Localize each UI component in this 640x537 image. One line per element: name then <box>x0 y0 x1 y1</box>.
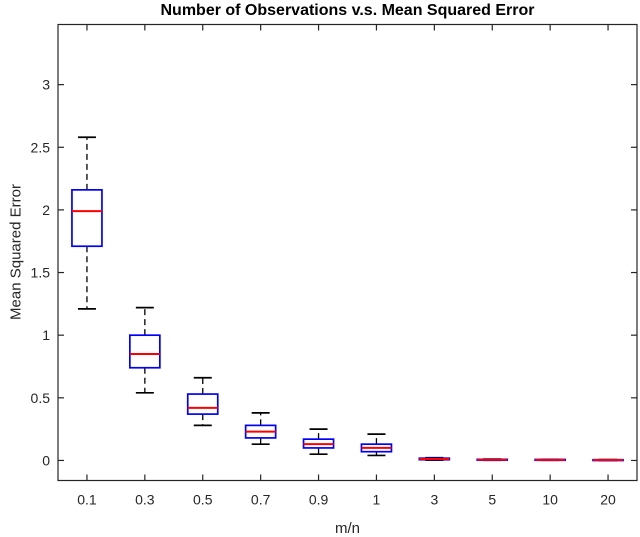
y-tick-label: 2.5 <box>31 139 51 155</box>
x-tick-label: 5 <box>488 492 496 508</box>
iqr-box <box>186 393 219 415</box>
x-tick-label: 1 <box>373 492 381 508</box>
y-tick-label: 2 <box>42 202 50 218</box>
x-tick-label: 0.7 <box>251 492 271 508</box>
x-tick-label: 0.3 <box>135 492 155 508</box>
y-tick-label: 0.5 <box>31 390 51 406</box>
x-tick-label: 20 <box>600 492 616 508</box>
x-tick-label: 0.9 <box>309 492 329 508</box>
iqr-box <box>71 189 103 248</box>
y-tick-label: 1 <box>42 327 50 343</box>
iqr-box <box>129 334 161 369</box>
y-tick-label: 0 <box>42 452 50 468</box>
x-axis-label: m/n <box>334 520 360 537</box>
y-tick-label: 1.5 <box>31 265 51 281</box>
x-tick-label: 0.1 <box>77 492 97 508</box>
x-tick-label: 10 <box>542 492 558 508</box>
chart-title: Number of Observations v.s. Mean Squared… <box>160 2 535 19</box>
y-tick-label: 3 <box>42 77 50 93</box>
x-tick-label: 0.5 <box>193 492 213 508</box>
x-tick-label: 3 <box>430 492 438 508</box>
plot-border <box>57 23 638 482</box>
